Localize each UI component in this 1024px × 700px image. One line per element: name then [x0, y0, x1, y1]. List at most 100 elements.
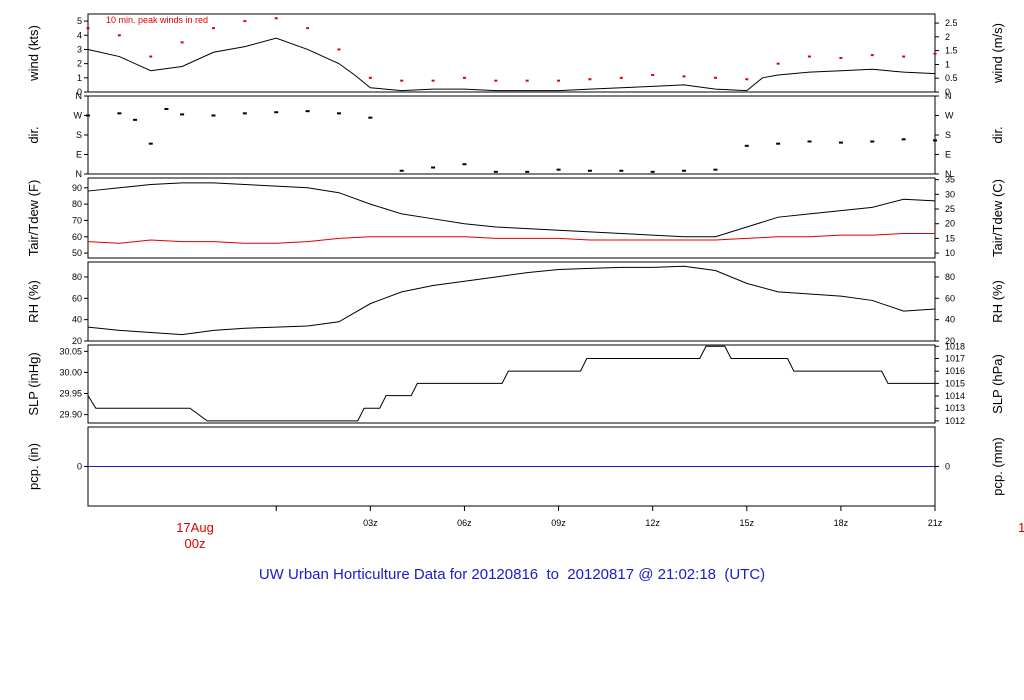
y-axis-label-right-slp: SLP (hPa) — [990, 354, 1005, 414]
y-axis-label-slp: SLP (inHg) — [26, 352, 41, 415]
data-point-dir — [682, 169, 687, 172]
y-tick-label-rh: 60 — [72, 293, 82, 303]
y-tick-label-right-wind: 0.5 — [945, 73, 958, 83]
y-axis-label-right-precip: pcp. (mm) — [990, 437, 1005, 496]
x-tick-label: 06z — [457, 518, 472, 528]
y-tick-label-wind: 4 — [77, 30, 82, 40]
y-tick-label-wind: 0 — [77, 87, 82, 97]
series-line-temperature-tdew — [87, 233, 935, 244]
peak-wind-point — [557, 79, 561, 82]
date-label-day: 17Aug — [176, 520, 214, 535]
y-axis-label-dir: dir. — [26, 126, 41, 143]
data-point-dir — [525, 170, 530, 173]
y-tick-label-right-temperature: 35 — [945, 175, 955, 185]
data-point-dir — [305, 110, 310, 113]
peak-wind-point — [243, 20, 247, 23]
date-label-hour: 00z — [184, 536, 206, 551]
y-tick-label-rh: 80 — [72, 272, 82, 282]
y-tick-label-temperature: 60 — [72, 232, 82, 242]
peak-wind-point — [776, 62, 780, 65]
peak-wind-point — [902, 55, 906, 58]
data-point-dir — [133, 118, 138, 121]
peak-wind-point — [713, 76, 717, 79]
peak-wind-point — [306, 27, 310, 30]
data-point-dir — [556, 168, 561, 171]
data-point-dir — [587, 169, 592, 172]
peak-wind-point — [400, 79, 404, 82]
data-point-dir — [86, 114, 90, 117]
y-axis-label-wind: wind (kts) — [26, 25, 41, 82]
y-tick-label-right-wind: 1 — [945, 59, 950, 69]
peak-wind-point — [462, 76, 466, 79]
panel-frame-temperature — [87, 177, 936, 259]
data-point-dir — [870, 140, 875, 143]
series-line-rh — [87, 265, 936, 336]
y-tick-label-precip: 0 — [77, 462, 82, 472]
y-tick-label-right-precip: 0 — [945, 462, 950, 472]
panel-frame-rh — [87, 261, 936, 342]
peak-wind-point — [870, 54, 874, 57]
y-tick-label-right-temperature: 15 — [945, 233, 955, 243]
data-point-dir — [619, 169, 624, 172]
y-tick-label-right-slp: 1016 — [945, 366, 965, 376]
y-tick-label-right-temperature: 25 — [945, 204, 955, 214]
y-tick-label-right-dir: E — [945, 150, 951, 160]
y-tick-label-wind: 2 — [77, 59, 82, 69]
peak-wind-point — [525, 79, 529, 82]
peak-wind-point — [149, 55, 153, 58]
y-tick-label-temperature: 90 — [72, 183, 82, 193]
data-point-dir — [807, 140, 812, 143]
y-tick-label-temperature: 70 — [72, 215, 82, 225]
data-point-dir — [274, 111, 279, 114]
edge-date-label: 1 — [1018, 520, 1024, 535]
y-tick-label-right-slp: 1015 — [945, 378, 965, 388]
y-tick-label-right-temperature: 30 — [945, 189, 955, 199]
data-point-dir — [901, 138, 906, 141]
data-point-dir — [933, 139, 937, 142]
peak-wind-point — [682, 75, 686, 78]
y-tick-label-right-dir: N — [945, 91, 952, 101]
y-tick-label-rh: 20 — [72, 336, 82, 346]
y-axis-label-temperature: Tair/Tdew (F) — [26, 180, 41, 257]
y-tick-label-right-wind: 1.5 — [945, 46, 958, 56]
peak-wind-point — [619, 76, 623, 79]
y-tick-label-right-slp: 1017 — [945, 353, 965, 363]
y-tick-label-dir: N — [76, 91, 83, 101]
y-tick-label-slp: 29.95 — [59, 388, 82, 398]
data-point-dir — [164, 108, 169, 110]
y-axis-label-right-temperature: Tair/Tdew (C) — [990, 179, 1005, 257]
y-tick-label-rh: 40 — [72, 315, 82, 325]
y-tick-label-slp: 30.05 — [59, 346, 82, 356]
y-tick-label-slp: 29.90 — [59, 410, 82, 420]
x-tick-label: 21z — [928, 518, 943, 528]
peak-wind-point — [117, 34, 121, 37]
data-point-dir — [242, 112, 247, 115]
data-point-dir — [462, 163, 467, 166]
x-tick-label: 15z — [740, 518, 755, 528]
data-point-dir — [117, 112, 122, 115]
y-tick-label-right-dir: S — [945, 130, 951, 140]
y-tick-label-right-wind: 2.5 — [945, 18, 958, 28]
data-point-dir — [399, 169, 404, 172]
y-tick-label-dir: W — [74, 111, 83, 121]
data-point-dir — [211, 114, 216, 117]
y-axis-label-rh: RH (%) — [26, 280, 41, 323]
data-point-dir — [713, 168, 718, 171]
peak-wind-point — [86, 27, 90, 30]
series-line-slp — [87, 345, 935, 422]
y-axis-label-precip: pcp. (in) — [26, 443, 41, 490]
data-point-dir — [744, 144, 749, 147]
data-point-dir — [336, 112, 341, 115]
data-point-dir — [180, 113, 185, 116]
peak-wind-point — [180, 41, 184, 44]
peak-wind-point — [808, 55, 812, 58]
y-axis-label-right-rh: RH (%) — [990, 280, 1005, 323]
y-tick-label-wind: 5 — [77, 16, 82, 26]
panel-frame-dir — [87, 95, 936, 175]
y-tick-label-dir: N — [76, 169, 83, 179]
peak-wind-point — [839, 56, 843, 59]
x-tick-label: 12z — [645, 518, 660, 528]
peak-wind-annotation: 10 min. peak winds in red — [106, 15, 208, 25]
x-tick-label: 09z — [551, 518, 566, 528]
panel-frame-slp — [87, 344, 936, 424]
